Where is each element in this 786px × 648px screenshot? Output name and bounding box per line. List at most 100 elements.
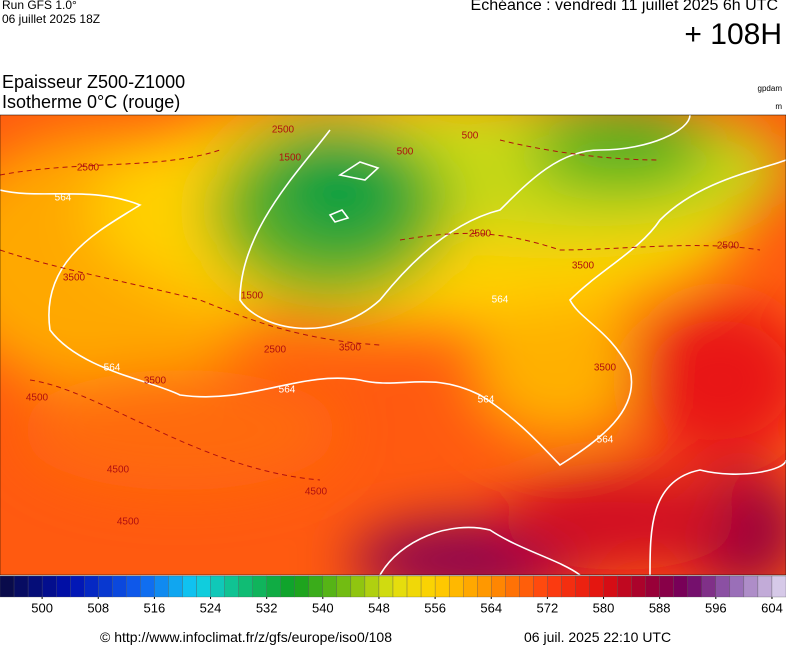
colorbar-swatch xyxy=(378,575,394,598)
subtitle: Isotherme 0°C (rouge) xyxy=(2,92,181,112)
colorbar-swatch xyxy=(252,575,267,598)
colorbar-label: 524 xyxy=(200,600,222,615)
colorbar-label: 540 xyxy=(312,600,334,615)
field xyxy=(0,115,786,575)
colorbar-label: 564 xyxy=(480,600,502,615)
colorbar-swatch xyxy=(757,575,773,598)
colorbar-swatch xyxy=(477,575,492,598)
colorbar-swatch xyxy=(98,575,113,598)
colorbar-swatch xyxy=(406,575,422,598)
colorbar-swatch xyxy=(715,575,731,598)
colorbar-swatch xyxy=(505,575,520,598)
colorbar-swatch xyxy=(350,575,366,598)
colorbar-swatch xyxy=(771,575,786,598)
colorbar-label: 548 xyxy=(368,600,390,615)
colorbar-swatch xyxy=(364,575,380,598)
colorbar-label: 596 xyxy=(705,600,727,615)
contour-label: 4500 xyxy=(305,487,328,498)
contour-label: 2500 xyxy=(272,125,295,136)
contour-label: 3500 xyxy=(63,273,86,284)
colorbar-swatch xyxy=(322,575,338,598)
source: © http://www.infoclimat.fr/z/gfs/europe/… xyxy=(100,629,393,645)
colorbar-swatch xyxy=(84,575,99,598)
title: Epaisseur Z500-Z1000 xyxy=(2,72,186,92)
contour-label: 564 xyxy=(104,363,121,374)
colorbar-swatch xyxy=(126,575,141,598)
colorbar-swatch xyxy=(224,575,239,598)
colorbar-swatch xyxy=(41,575,57,598)
colorbar-swatch xyxy=(463,575,478,598)
colorbar-swatch xyxy=(701,575,716,598)
colorbar-label: 508 xyxy=(87,600,109,615)
colorbar-swatch xyxy=(589,575,604,598)
colorbar-swatch xyxy=(266,575,281,598)
contour-label: 564 xyxy=(279,385,296,396)
colorbar-swatch xyxy=(70,575,85,598)
colorbar-swatch xyxy=(308,575,323,598)
contour-label: 4500 xyxy=(117,517,140,528)
contour-label: 1500 xyxy=(279,153,302,164)
colorbar-swatch xyxy=(547,575,562,598)
contour-label: 3500 xyxy=(339,343,362,354)
contour-label: 564 xyxy=(597,435,614,446)
colorbar-swatch xyxy=(13,575,29,598)
colorbar-label: 556 xyxy=(424,600,446,615)
contour-label: 500 xyxy=(462,131,479,142)
contour-label: 2500 xyxy=(77,163,100,174)
contour-label: 4500 xyxy=(107,465,130,476)
colorbar-swatch xyxy=(561,575,576,598)
colorbar-swatch xyxy=(631,575,646,598)
colorbar-swatch xyxy=(112,575,127,598)
colorbar-swatch xyxy=(210,575,225,598)
contour-label: 564 xyxy=(55,193,72,204)
colorbar-swatch xyxy=(575,575,590,598)
contour-label: 3500 xyxy=(572,261,595,272)
contour-label: 564 xyxy=(478,395,495,406)
colorbar-swatch xyxy=(55,575,71,598)
contour-label: 4500 xyxy=(26,393,49,404)
unit: m xyxy=(775,102,782,111)
colorbar-swatch xyxy=(154,575,169,598)
colorbar-label: 516 xyxy=(144,600,166,615)
contour-label: 2500 xyxy=(469,229,492,240)
colorbar-swatch xyxy=(645,575,660,598)
colorbar-swatch xyxy=(448,575,464,598)
colorbar-swatch xyxy=(238,575,253,598)
colorbar-swatch xyxy=(434,575,450,598)
colorbar-label: 572 xyxy=(537,600,559,615)
colorbar-swatch xyxy=(729,575,745,598)
contour-label: 2500 xyxy=(717,241,740,252)
contour-label: 2500 xyxy=(264,345,287,356)
colorbar-swatch xyxy=(280,575,295,598)
contour-label: 564 xyxy=(492,295,509,306)
colorbar-swatch xyxy=(659,575,674,598)
colorbar-swatch xyxy=(392,575,408,598)
generated: 06 juil. 2025 22:10 UTC xyxy=(524,629,672,645)
run-date: 06 juillet 2025 18Z xyxy=(2,12,101,26)
contour-label: 1500 xyxy=(241,291,264,302)
colorbar-swatch xyxy=(196,575,211,598)
contour-label: 3500 xyxy=(594,363,617,374)
colorbar-label: 588 xyxy=(649,600,671,615)
lead-time: + 108H xyxy=(684,18,782,51)
colorbar-swatch xyxy=(336,575,352,598)
colorbar-swatch xyxy=(603,575,618,598)
colorbar-swatch xyxy=(687,575,702,598)
colorbar-label: 580 xyxy=(593,600,615,615)
colorbar-swatch xyxy=(0,575,15,598)
colorbar-swatch xyxy=(140,575,155,598)
colorbar-swatch xyxy=(168,575,183,598)
unit: gpdam xyxy=(757,84,782,93)
colorbar-swatch xyxy=(743,575,759,598)
colorbar-swatch xyxy=(420,575,436,598)
contour-label: 500 xyxy=(397,147,414,158)
colorbar-swatch xyxy=(491,575,506,598)
colorbar-swatch xyxy=(673,575,688,598)
colorbar-swatch xyxy=(533,575,548,598)
colorbar-swatch xyxy=(617,575,632,598)
valid-time: Echéance : vendredi 11 juillet 2025 6h U… xyxy=(470,0,778,14)
colorbar-label: 604 xyxy=(761,600,783,615)
colorbar-label: 500 xyxy=(31,600,53,615)
